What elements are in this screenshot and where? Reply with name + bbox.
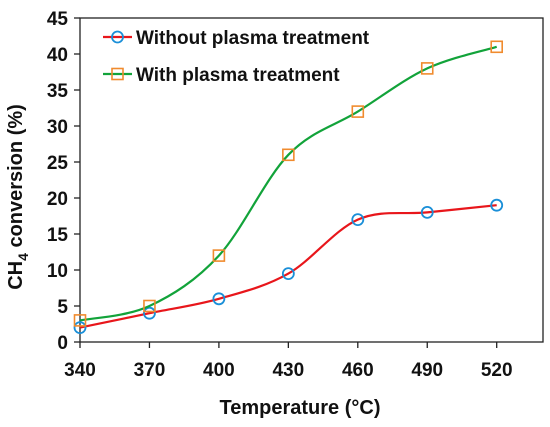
x-axis-title: Temperature (°C)	[220, 397, 381, 419]
data-point	[73, 321, 87, 335]
y-tick-label: 40	[47, 45, 68, 66]
data-point	[490, 198, 504, 212]
x-tick-label: 430	[272, 360, 304, 381]
x-tick-label: 460	[342, 360, 374, 381]
data-point	[212, 249, 226, 262]
y-tick-label: 5	[57, 297, 68, 318]
y-tick-label: 25	[47, 153, 69, 174]
legend-marker	[111, 30, 124, 44]
y-tick-label: 45	[47, 9, 69, 30]
y-axis-title-main: CH	[5, 261, 27, 290]
x-tick-label: 340	[64, 360, 96, 381]
y-axis-title-rest: conversion (%)	[5, 104, 27, 253]
y-axis-title: CH4 conversion (%)	[5, 104, 31, 290]
x-tick-label: 400	[203, 360, 235, 381]
series-line-1	[79, 204, 497, 329]
x-tick-label: 490	[411, 360, 443, 381]
data-point	[143, 306, 156, 320]
data-point	[282, 148, 295, 162]
data-point	[420, 62, 434, 75]
legend-marker	[111, 67, 124, 81]
data-point	[143, 299, 156, 313]
y-tick-label: 0	[57, 333, 68, 354]
y-tick-label: 15	[47, 225, 69, 246]
axes: 0 5 10 15 20 25 30 35 40 45 340 370 400 430 460 490 520	[47, 9, 544, 381]
y-tick-label: 20	[47, 189, 68, 210]
plot-frame	[79, 17, 544, 343]
data-point	[73, 314, 87, 327]
x-tick-label: 520	[481, 360, 513, 381]
y-axis-title-sub: 4	[15, 253, 31, 261]
legend: Without plasma treatment With plasma trea…	[103, 28, 370, 86]
data-point	[490, 40, 504, 54]
data-point	[281, 267, 295, 281]
series-line-2	[79, 45, 498, 322]
data-point	[351, 213, 365, 227]
data-point	[351, 105, 365, 118]
data-point	[420, 205, 434, 219]
legend-label: With plasma treatment	[136, 65, 340, 86]
y-tick-label: 35	[47, 81, 69, 102]
legend-label: Without plasma treatment	[136, 28, 370, 49]
data-point	[212, 292, 226, 306]
y-tick-label: 30	[47, 117, 68, 138]
series-layer	[73, 40, 504, 335]
x-tick-label: 370	[134, 360, 166, 381]
y-tick-label: 10	[47, 261, 68, 282]
